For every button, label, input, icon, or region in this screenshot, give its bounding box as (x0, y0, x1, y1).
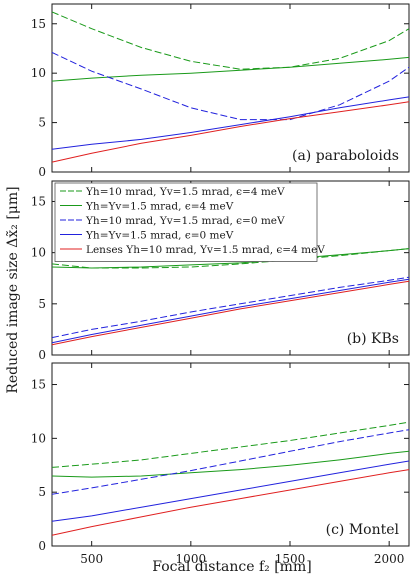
series-line-3 (51, 278, 410, 344)
legend-entry: Υh=Υv=1.5 mrad, ϵ=0 meV (85, 230, 234, 242)
legend-entry: Lenses Υh=10 mrad, Υv=1.5 mrad, ϵ=4 meV (86, 244, 325, 256)
series-line-4 (51, 280, 410, 346)
series-line-4 (51, 101, 410, 163)
legend: Υh=10 mrad, Υv=1.5 mrad, ϵ=4 meV Υh=Υv=1.… (54, 182, 325, 262)
x-axis-label: Focal distance f₂ [mm] (152, 559, 311, 575)
x-tick-label: 500 (80, 552, 103, 566)
series-line-1 (51, 248, 410, 269)
y-tick-label: 15 (31, 194, 46, 208)
panel-label: (c) Montel (326, 522, 400, 538)
x-tick-label: 1500 (275, 552, 306, 566)
legend-entry: Υh=10 mrad, Υv=1.5 mrad, ϵ=4 meV (85, 186, 285, 198)
panel-label: (a) paraboloids (292, 148, 399, 164)
panel-frame (51, 362, 410, 547)
series-line-3 (51, 96, 410, 150)
series-line-3 (51, 460, 410, 522)
panel-0: 0 5 10 15 (a) paraboloids (31, 3, 410, 179)
series-line-0 (51, 11, 410, 70)
series-line-1 (51, 56, 410, 82)
y-tick-label: 10 (31, 431, 46, 445)
y-tick-label: 0 (38, 348, 46, 362)
y-tick-label: 5 (38, 297, 46, 311)
panel-label: (b) KBs (347, 331, 399, 347)
series-line-2 (51, 429, 410, 495)
y-tick-label: 15 (31, 17, 46, 31)
y-tick-label: 0 (38, 539, 46, 553)
series-line-1 (51, 450, 410, 478)
legend-entry: Υh=Υv=1.5 mrad, ϵ=4 meV (85, 201, 234, 213)
panel-1: 0 5 10 15 (b) KBs (31, 180, 410, 362)
x-tick-label: 1000 (176, 552, 207, 566)
x-tick-label: 2000 (374, 552, 405, 566)
legend-entry: Υh=10 mrad, Υv=1.5 mrad, ϵ=0 meV (85, 215, 285, 227)
panel-frame (51, 3, 410, 173)
legend-box (54, 182, 318, 262)
y-tick-label: 5 (38, 116, 46, 130)
series-line-2 (51, 276, 410, 339)
y-tick-label: 5 (38, 485, 46, 499)
panel-2: 0 5 10 15 500 1000 1500 2000 (c) Montel (31, 362, 410, 566)
series-line-4 (51, 469, 410, 536)
y-tick-label: 0 (38, 165, 46, 179)
y-tick-label: 15 (31, 378, 46, 392)
series-line-0 (51, 421, 410, 468)
panel-frame (51, 180, 410, 356)
series-line-2 (51, 51, 410, 121)
y-tick-label: 10 (31, 246, 46, 260)
y-axis-label: Reduced image size Δx̃₂ [μm] (5, 186, 21, 393)
y-tick-label: 10 (31, 66, 46, 80)
panels-group: 0 5 10 15 (a) paraboloids 0 5 10 15 (b) KBs 0 5 10 15… (31, 3, 410, 566)
